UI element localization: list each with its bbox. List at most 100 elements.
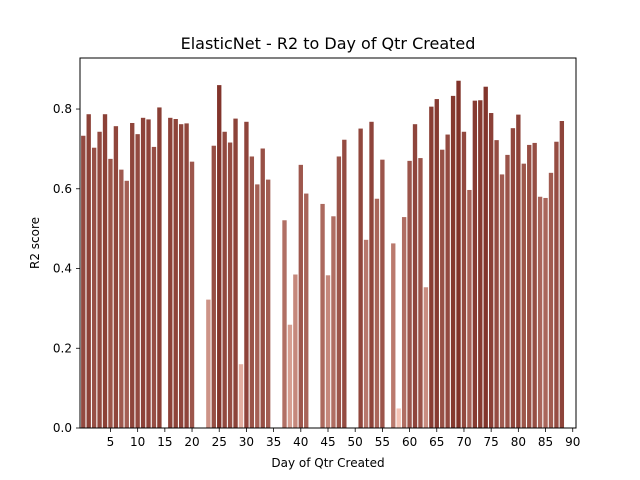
bar bbox=[472, 100, 478, 428]
x-tick-label: 10 bbox=[130, 435, 145, 449]
x-axis-ticks: 5 10 15 20 25 30 35 40 45 50 55 60 65 70 75 80 85 90 bbox=[107, 428, 580, 449]
x-tick-label: 30 bbox=[239, 435, 254, 449]
bar bbox=[434, 99, 439, 428]
bar bbox=[423, 287, 429, 428]
bar bbox=[342, 139, 347, 429]
bar bbox=[113, 126, 119, 429]
x-tick-label: 55 bbox=[375, 435, 390, 449]
bar bbox=[363, 239, 369, 428]
bar bbox=[532, 142, 537, 429]
y-tick-label: 0.0 bbox=[53, 421, 72, 435]
bar bbox=[325, 275, 331, 428]
bar bbox=[461, 131, 467, 428]
bar bbox=[456, 80, 461, 428]
bar bbox=[494, 140, 499, 428]
x-tick-label: 45 bbox=[320, 435, 335, 449]
y-axis-ticks: 0.0 0.2 0.4 0.6 0.8 bbox=[53, 102, 80, 435]
bar bbox=[102, 114, 108, 428]
y-axis-label: R2 score bbox=[28, 217, 42, 269]
bar bbox=[331, 216, 336, 428]
bar bbox=[266, 179, 271, 428]
bar bbox=[124, 180, 129, 428]
x-tick-label: 85 bbox=[538, 435, 553, 449]
x-tick-label: 75 bbox=[484, 435, 499, 449]
bar bbox=[418, 158, 423, 428]
bar bbox=[467, 189, 472, 428]
x-tick-label: 40 bbox=[293, 435, 308, 449]
x-tick-label: 50 bbox=[348, 435, 363, 449]
x-tick-label: 5 bbox=[107, 435, 115, 449]
x-tick-label: 80 bbox=[511, 435, 526, 449]
bar bbox=[189, 161, 195, 428]
bar bbox=[86, 114, 91, 428]
bar bbox=[206, 299, 211, 428]
bar bbox=[211, 145, 216, 428]
x-tick-label: 25 bbox=[212, 435, 227, 449]
bar bbox=[369, 121, 374, 428]
bar bbox=[320, 203, 325, 428]
bar bbox=[548, 172, 554, 428]
bar bbox=[255, 184, 260, 428]
bar bbox=[151, 146, 157, 428]
bar bbox=[298, 164, 303, 428]
x-tick-label: 60 bbox=[402, 435, 417, 449]
y-tick-label: 0.6 bbox=[53, 182, 72, 196]
bar bbox=[510, 128, 516, 429]
bar bbox=[140, 117, 146, 428]
bar bbox=[157, 107, 162, 428]
y-tick-label: 0.8 bbox=[53, 102, 72, 116]
y-tick-label: 0.4 bbox=[53, 262, 72, 276]
x-tick-label: 90 bbox=[565, 435, 580, 449]
bar bbox=[293, 274, 298, 428]
bar bbox=[130, 122, 135, 429]
x-tick-label: 70 bbox=[456, 435, 471, 449]
bar bbox=[81, 135, 86, 428]
bar bbox=[554, 141, 559, 429]
bar bbox=[135, 134, 140, 428]
bar bbox=[488, 113, 494, 429]
bar bbox=[374, 198, 380, 428]
bars-group bbox=[81, 80, 565, 429]
y-tick-label: 0.2 bbox=[53, 341, 72, 355]
bar bbox=[91, 147, 97, 428]
bar bbox=[543, 197, 548, 428]
bar bbox=[336, 156, 342, 429]
bar bbox=[260, 148, 265, 428]
x-axis-label: Day of Qtr Created bbox=[271, 456, 384, 470]
bar bbox=[282, 220, 287, 428]
bar bbox=[527, 144, 532, 429]
bar bbox=[440, 149, 445, 428]
bar bbox=[407, 160, 412, 428]
bar bbox=[184, 123, 189, 428]
bar bbox=[97, 131, 102, 428]
bar bbox=[559, 121, 565, 428]
bar bbox=[499, 174, 505, 428]
bar bbox=[521, 163, 526, 428]
bar bbox=[412, 124, 418, 428]
chart-title: ElasticNet - R2 to Day of Qtr Created bbox=[181, 34, 476, 53]
bar bbox=[233, 118, 238, 428]
bar bbox=[222, 131, 227, 428]
bar bbox=[178, 124, 184, 428]
bar bbox=[244, 121, 249, 428]
bar bbox=[429, 106, 434, 428]
bar bbox=[287, 324, 293, 428]
bar bbox=[227, 142, 233, 428]
x-tick-label: 20 bbox=[184, 435, 199, 449]
bar bbox=[483, 86, 488, 429]
bar bbox=[401, 217, 407, 428]
bar bbox=[450, 95, 456, 428]
bar bbox=[505, 154, 510, 428]
x-tick-label: 35 bbox=[266, 435, 281, 449]
bar bbox=[119, 169, 124, 428]
bar bbox=[445, 134, 450, 429]
bar bbox=[358, 128, 363, 428]
bar bbox=[380, 159, 385, 429]
bar bbox=[217, 85, 222, 429]
bar bbox=[173, 119, 178, 428]
bar bbox=[516, 114, 521, 429]
bar bbox=[146, 119, 151, 429]
bar bbox=[238, 364, 244, 428]
x-tick-label: 15 bbox=[157, 435, 172, 449]
